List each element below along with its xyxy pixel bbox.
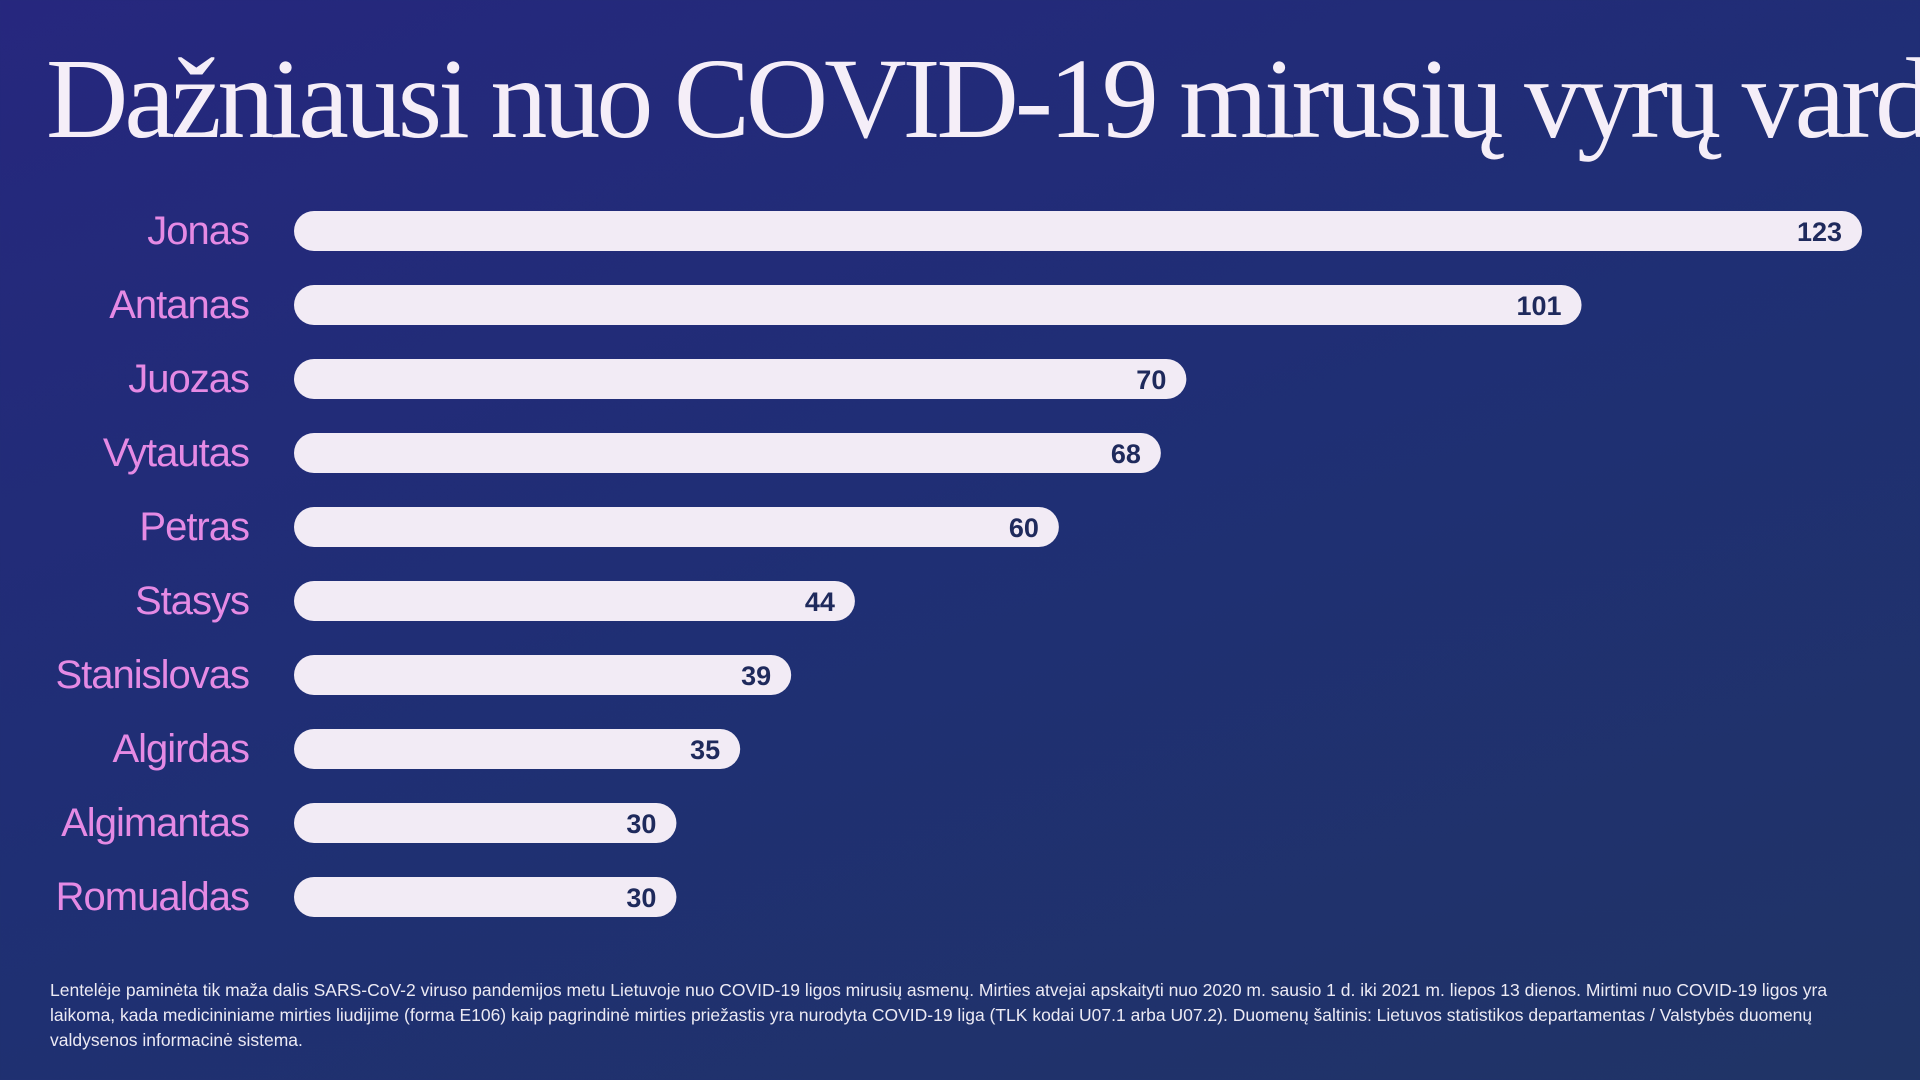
category-label: Algimantas — [61, 801, 249, 845]
bar — [294, 655, 792, 695]
value-label: 39 — [741, 661, 771, 691]
category-label: Stasys — [135, 579, 249, 623]
value-label: 30 — [626, 809, 656, 839]
value-label: 30 — [626, 883, 656, 913]
category-label: Vytautas — [103, 431, 249, 475]
chart-title: Dažniausi nuo COVID-19 mirusių vyrų vard… — [46, 35, 1920, 162]
bar — [294, 877, 677, 917]
bar — [294, 285, 1582, 325]
category-label: Antanas — [109, 283, 249, 327]
bar — [294, 507, 1059, 547]
value-label: 101 — [1516, 291, 1561, 321]
value-label: 68 — [1111, 439, 1141, 469]
value-label: 44 — [805, 587, 835, 617]
bar-chart: Jonas 123 Antanas 101 Juozas 70 Vytautas 68 Petr… — [55, 209, 1862, 919]
category-label: Juozas — [128, 357, 249, 401]
category-label: Romualdas — [56, 875, 249, 919]
category-label: Petras — [139, 505, 249, 549]
bar — [294, 359, 1187, 399]
bar — [294, 433, 1161, 473]
bar — [294, 803, 677, 843]
category-label: Stanislovas — [55, 653, 249, 697]
footnote: Lentelėje paminėta tik maža dalis SARS-C… — [50, 980, 1828, 1050]
bar — [294, 211, 1862, 251]
bar — [294, 729, 741, 769]
value-label: 60 — [1009, 513, 1039, 543]
category-label: Algirdas — [112, 727, 249, 771]
value-label: 70 — [1136, 365, 1166, 395]
value-label: 35 — [690, 735, 720, 765]
value-label: 123 — [1797, 217, 1842, 247]
bar — [294, 581, 855, 621]
category-label: Jonas — [147, 209, 249, 253]
